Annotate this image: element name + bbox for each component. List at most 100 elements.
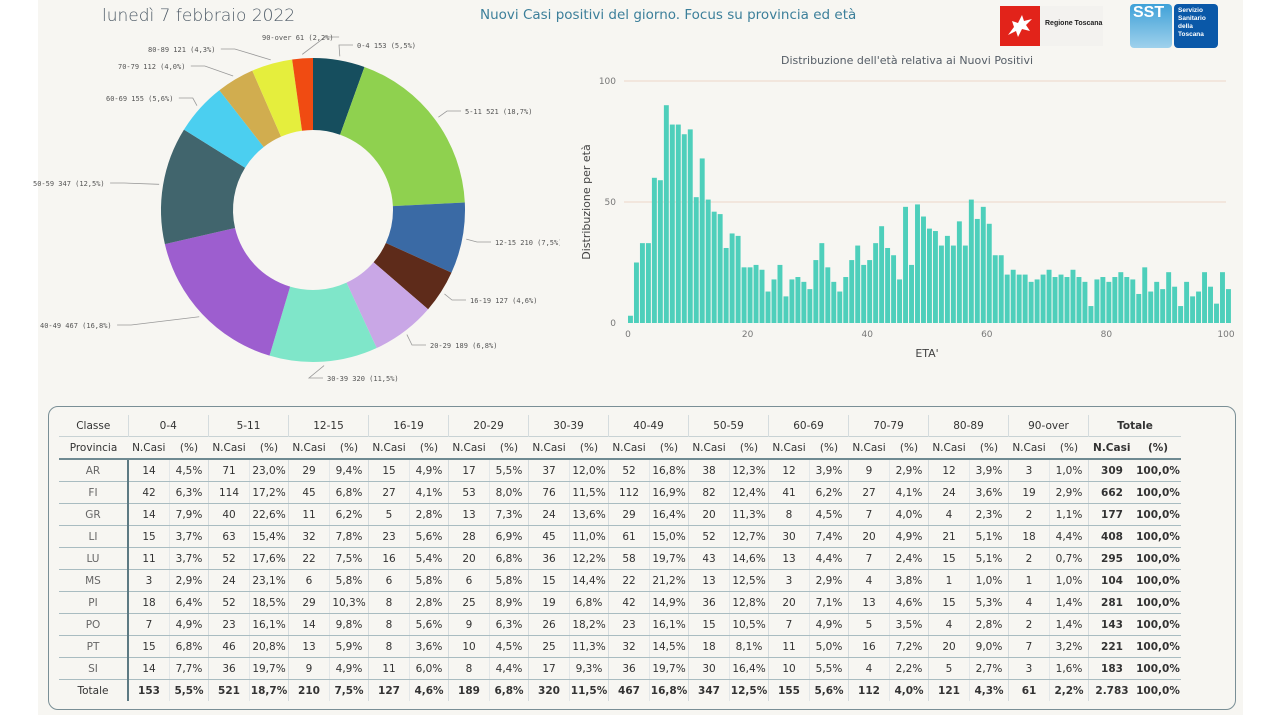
donut-slice-60-69[interactable] — [183, 90, 264, 168]
histogram-bar-age-42[interactable] — [879, 226, 885, 323]
histogram-bar-age-9[interactable] — [681, 134, 687, 323]
histogram-bar-age-86[interactable] — [1142, 267, 1148, 323]
histogram-bar-age-85[interactable] — [1136, 293, 1142, 323]
histogram-bar-age-94[interactable] — [1190, 296, 1196, 323]
histogram-bar-age-81[interactable] — [1112, 277, 1118, 323]
histogram-bar-age-70[interactable] — [1046, 269, 1052, 323]
donut-slice-50-59[interactable] — [161, 129, 246, 245]
histogram-bar-age-75[interactable] — [1076, 277, 1082, 323]
histogram-bar-age-59[interactable] — [980, 206, 986, 323]
histogram-bar-age-77[interactable] — [1088, 306, 1094, 323]
histogram-bar-age-84[interactable] — [1130, 279, 1136, 323]
histogram-bar-age-87[interactable] — [1148, 291, 1154, 323]
histogram-bar-age-72[interactable] — [1058, 274, 1064, 323]
histogram-bar-age-67[interactable] — [1028, 281, 1034, 323]
histogram-bar-age-23[interactable] — [765, 291, 771, 323]
histogram-bar-age-54[interactable] — [950, 245, 956, 323]
histogram-bar-age-20[interactable] — [747, 267, 753, 323]
histogram-bar-age-46[interactable] — [903, 206, 909, 323]
histogram-bar-age-57[interactable] — [968, 199, 974, 323]
histogram-bar-age-17[interactable] — [729, 233, 735, 323]
histogram-bar-age-43[interactable] — [885, 247, 891, 323]
histogram-bar-age-33[interactable] — [825, 267, 831, 323]
histogram-bar-age-62[interactable] — [998, 255, 1004, 323]
histogram-bar-age-38[interactable] — [855, 245, 861, 323]
histogram-bar-age-51[interactable] — [932, 231, 938, 323]
donut-slice-80-89[interactable] — [252, 59, 303, 137]
histogram-bar-age-40[interactable] — [867, 260, 873, 323]
histogram-bar-age-6[interactable] — [663, 105, 669, 323]
histogram-bar-age-83[interactable] — [1124, 277, 1130, 323]
histogram-bar-age-25[interactable] — [777, 264, 783, 323]
histogram-bar-age-65[interactable] — [1016, 274, 1022, 323]
histogram-bar-age-82[interactable] — [1118, 272, 1124, 323]
histogram-bar-age-22[interactable] — [759, 269, 765, 323]
histogram-bar-age-0[interactable] — [628, 315, 633, 323]
histogram-bar-age-4[interactable] — [651, 177, 657, 323]
histogram-bar-age-97[interactable] — [1208, 286, 1213, 323]
histogram-bar-age-45[interactable] — [897, 279, 903, 323]
donut-slice-20-29[interactable] — [346, 262, 429, 349]
histogram-bar-age-8[interactable] — [675, 124, 681, 323]
histogram-bar-age-98[interactable] — [1214, 303, 1219, 323]
histogram-bar-age-19[interactable] — [741, 267, 747, 323]
histogram-bar-age-55[interactable] — [956, 221, 962, 323]
histogram-bar-age-27[interactable] — [789, 279, 795, 323]
histogram-bar-age-39[interactable] — [861, 264, 867, 323]
histogram-bar-age-76[interactable] — [1082, 281, 1088, 323]
histogram-bar-age-12[interactable] — [699, 158, 705, 323]
histogram-bar-age-69[interactable] — [1040, 274, 1046, 323]
histogram-bar-age-31[interactable] — [813, 260, 819, 323]
histogram-bar-age-30[interactable] — [807, 289, 813, 323]
histogram-bar-age-58[interactable] — [974, 218, 980, 323]
histogram-bar-age-34[interactable] — [831, 281, 837, 323]
histogram-bar-age-10[interactable] — [687, 129, 693, 323]
histogram-bar-age-36[interactable] — [843, 277, 849, 323]
histogram-bar-age-1[interactable] — [633, 262, 639, 324]
histogram-bar-age-100[interactable] — [1226, 289, 1231, 323]
donut-slice-12-15[interactable] — [385, 202, 465, 273]
donut-slice-5-11[interactable] — [340, 66, 465, 207]
histogram-bar-age-56[interactable] — [962, 245, 968, 323]
histogram-bar-age-92[interactable] — [1178, 306, 1184, 323]
histogram-bar-age-16[interactable] — [723, 247, 729, 323]
histogram-bar-age-66[interactable] — [1022, 274, 1028, 323]
histogram-bar-age-18[interactable] — [735, 235, 741, 323]
histogram-bar-age-99[interactable] — [1220, 272, 1225, 323]
histogram-bar-age-64[interactable] — [1010, 269, 1016, 323]
histogram-bar-age-95[interactable] — [1196, 291, 1202, 323]
histogram-bar-age-90[interactable] — [1166, 272, 1172, 323]
histogram-bar-age-44[interactable] — [891, 255, 897, 323]
histogram-bar-age-74[interactable] — [1070, 269, 1076, 323]
histogram-bar-age-2[interactable] — [639, 243, 645, 323]
donut-slice-30-39[interactable] — [269, 282, 377, 362]
histogram-bar-age-89[interactable] — [1160, 289, 1166, 323]
histogram-bar-age-48[interactable] — [915, 204, 920, 323]
histogram-bar-age-71[interactable] — [1052, 277, 1058, 323]
histogram-bar-age-52[interactable] — [938, 245, 944, 323]
donut-slice-40-49[interactable] — [164, 227, 291, 356]
histogram-bar-age-32[interactable] — [819, 243, 825, 323]
histogram-bar-age-14[interactable] — [711, 211, 717, 323]
histogram-bar-age-60[interactable] — [986, 223, 992, 323]
histogram-bar-age-35[interactable] — [837, 291, 843, 323]
histogram-bar-age-29[interactable] — [801, 281, 807, 323]
histogram-bar-age-68[interactable] — [1034, 279, 1040, 323]
histogram-bar-age-28[interactable] — [795, 277, 801, 323]
donut-slice-16-19[interactable] — [373, 242, 452, 310]
histogram-bar-age-93[interactable] — [1184, 281, 1190, 323]
histogram-bar-age-24[interactable] — [771, 279, 777, 323]
histogram-bar-age-49[interactable] — [921, 216, 926, 323]
histogram-bar-age-73[interactable] — [1064, 277, 1070, 323]
histogram-bar-age-11[interactable] — [693, 197, 699, 323]
histogram-bar-age-88[interactable] — [1154, 281, 1160, 323]
histogram-bar-age-41[interactable] — [873, 243, 879, 323]
donut-slice-90-over[interactable] — [292, 58, 313, 131]
histogram-bar-age-63[interactable] — [1004, 274, 1010, 323]
histogram-bar-age-26[interactable] — [783, 296, 789, 323]
histogram-bar-age-37[interactable] — [849, 260, 855, 323]
histogram-bar-age-79[interactable] — [1100, 277, 1106, 323]
donut-slice-70-79[interactable] — [219, 70, 282, 147]
histogram-bar-age-80[interactable] — [1106, 281, 1112, 323]
histogram-bar-age-47[interactable] — [909, 264, 914, 323]
